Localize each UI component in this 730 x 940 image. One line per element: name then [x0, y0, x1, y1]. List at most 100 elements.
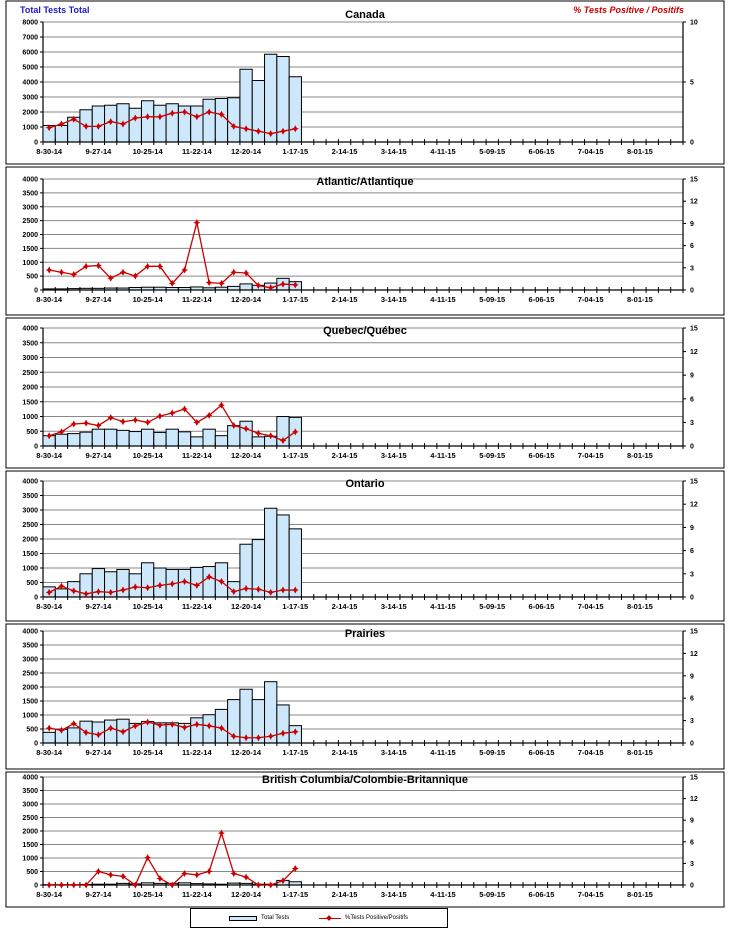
x-tick-label: 1-17-15	[282, 748, 308, 757]
y-right-tick-label: 12	[690, 796, 698, 803]
y-left-tick-label: 2500	[22, 370, 38, 377]
x-tick-label: 3-14-15	[381, 295, 407, 304]
y-left-tick-label: 0	[34, 444, 38, 451]
x-tick-label: 9-27-14	[85, 748, 112, 757]
marker-percent-positive	[291, 281, 299, 289]
y-right-tick-label: 3	[690, 571, 694, 578]
chart-title: British Columbia/Colombie-Britannique	[262, 774, 468, 786]
y-right-tick-label: 3	[690, 420, 694, 427]
y-left-tick-label: 1500	[22, 842, 38, 849]
y-left-tick-label: 500	[26, 869, 38, 876]
marker-percent-positive	[291, 728, 299, 736]
y-left-tick-label: 7000	[22, 35, 38, 42]
marker-percent-positive	[168, 409, 176, 417]
marker-percent-positive	[131, 272, 139, 280]
bar-total-tests	[116, 429, 130, 447]
y-left-tick-label: 4000	[22, 326, 38, 333]
marker-percent-positive	[230, 869, 238, 877]
y-right-tick-label: 0	[690, 595, 694, 602]
marker-percent-positive	[45, 124, 53, 132]
marker-percent-positive	[254, 585, 262, 593]
marker-percent-positive	[131, 114, 139, 122]
marker-percent-positive	[119, 728, 127, 736]
chart-panel-1: 0 500 1000 1500 2000 2500 3000 3500 4000 0 3 6 9 12 15…	[5, 166, 725, 316]
bar-total-tests	[54, 433, 69, 447]
y-left-tick-label: 1500	[22, 699, 38, 706]
marker-percent-positive	[168, 881, 176, 889]
y-left-tick-label: 0	[34, 595, 38, 602]
y-right-tick-label: 6	[690, 396, 694, 403]
marker-percent-positive	[230, 422, 238, 430]
x-tick-label: 6-06-15	[529, 451, 555, 460]
marker-percent-positive	[254, 429, 262, 437]
y-left-tick-label: 3000	[22, 657, 38, 664]
marker-percent-positive	[181, 108, 189, 116]
x-tick-label: 3-14-15	[381, 748, 407, 757]
chart-title: Canada	[345, 9, 386, 21]
chart-panel-0: 0 1000 2000 3000 4000 5000 6000 7000 8000 0 5 10 8-3…	[5, 0, 725, 165]
y-left-tick-label: 2000	[22, 829, 38, 836]
x-tick-label: 9-27-14	[85, 602, 112, 611]
marker-percent-positive	[107, 588, 115, 596]
marker-percent-positive	[131, 416, 139, 424]
y-left-tick-label: 3000	[22, 204, 38, 211]
marker-percent-positive	[254, 282, 262, 290]
y-left-tick-label: 3500	[22, 493, 38, 500]
y-left-tick-label: 500	[26, 429, 38, 436]
marker-percent-positive	[193, 219, 201, 227]
x-tick-label: 8-30-14	[36, 890, 63, 899]
chart-frame	[5, 470, 725, 622]
marker-percent-positive	[131, 583, 139, 591]
y-right-tick-label: 6	[690, 839, 694, 846]
marker-percent-positive	[181, 578, 189, 586]
marker-percent-positive	[82, 262, 90, 270]
bar-total-tests	[79, 431, 93, 447]
x-tick-label: 11-22-14	[182, 890, 212, 899]
marker-percent-positive	[230, 588, 238, 596]
x-tick-label: 3-14-15	[381, 451, 407, 460]
y-left-tick-label: 2000	[22, 232, 38, 239]
marker-percent-positive	[94, 867, 102, 875]
bar-total-tests	[202, 428, 216, 447]
chart-title: Atlantic/Atlantique	[316, 176, 413, 188]
marker-percent-positive	[291, 586, 299, 594]
marker-percent-positive	[168, 279, 176, 287]
x-tick-label: 12-20-14	[231, 748, 262, 757]
y-right-tick-label: 6	[690, 548, 694, 555]
bar-total-tests	[202, 566, 216, 598]
y-right-tick-label: 15	[690, 775, 698, 782]
marker-percent-positive	[156, 875, 164, 883]
x-tick-label: 1-17-15	[282, 602, 308, 611]
marker-percent-positive	[57, 428, 65, 436]
legend-item-percent-positive: %Tests Positive/Positifs	[319, 915, 408, 921]
bar-total-tests	[54, 588, 69, 598]
marker-percent-positive	[82, 419, 90, 427]
marker-percent-positive	[57, 120, 65, 128]
x-tick-label: 5-09-15	[479, 602, 505, 611]
marker-percent-positive	[82, 590, 90, 598]
x-tick-label: 8-01-15	[627, 295, 653, 304]
marker-percent-positive	[181, 405, 189, 413]
x-tick-label: 7-04-15	[578, 295, 604, 304]
bar-total-tests	[128, 431, 142, 447]
y-left-tick-label: 500	[26, 580, 38, 587]
y-left-tick-label: 1000	[22, 414, 38, 421]
chart-title: Ontario	[345, 478, 384, 490]
right-axis-label: % Tests Positive / Positifs	[573, 5, 684, 15]
x-tick-label: 10-25-14	[133, 748, 164, 757]
x-tick-label: 5-09-15	[479, 451, 505, 460]
bar-total-tests	[140, 100, 155, 143]
marker-percent-positive	[82, 122, 90, 130]
y-left-tick-label: 5000	[22, 65, 38, 72]
x-tick-label: 9-27-14	[85, 890, 112, 899]
y-left-tick-label: 3000	[22, 508, 38, 515]
x-tick-label: 4-11-15	[430, 890, 455, 899]
marker-percent-positive	[267, 588, 275, 596]
x-tick-label: 1-17-15	[282, 147, 308, 156]
x-tick-label: 5-09-15	[479, 748, 505, 757]
y-left-tick-label: 3500	[22, 340, 38, 347]
marker-percent-positive	[279, 729, 287, 737]
chart-frame	[5, 623, 725, 770]
y-left-tick-label: 3500	[22, 190, 38, 197]
x-tick-label: 11-22-14	[182, 602, 212, 611]
